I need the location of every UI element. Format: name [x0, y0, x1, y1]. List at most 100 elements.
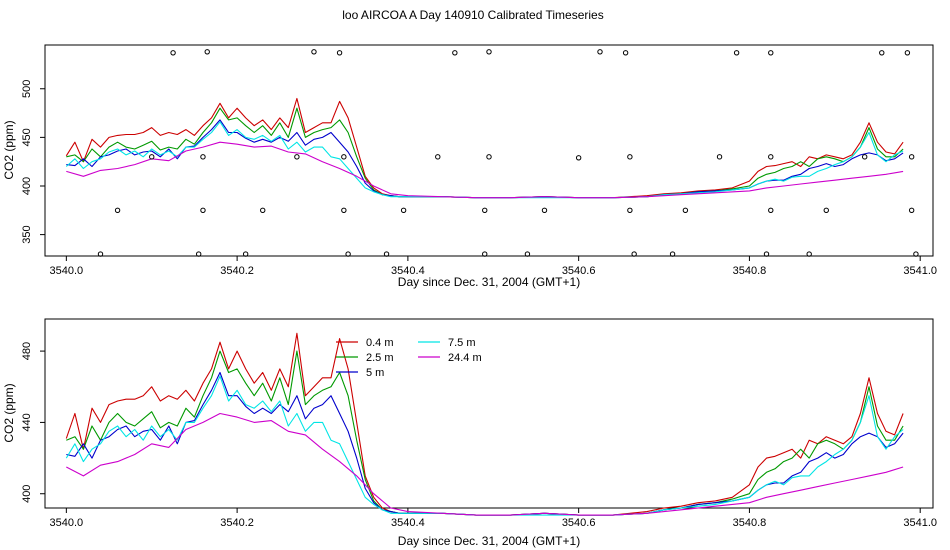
top-series-line-5-m: [66, 119, 904, 199]
scatter-point: [861, 154, 868, 160]
scatter-point: [149, 154, 155, 160]
bottom-series-line-5-m: [66, 371, 904, 516]
scatter-point: [768, 50, 774, 56]
legend-label: 2.5 m: [366, 352, 394, 364]
top-y-axis-label: CO2 (ppm): [2, 120, 16, 179]
scatter-point: [400, 207, 407, 213]
top-x-tick-label: 3540.6: [562, 265, 596, 277]
top-x-tick-label: 3541.0: [903, 265, 937, 277]
scatter-point: [294, 154, 300, 160]
scatter-point: [575, 155, 582, 161]
scatter-point: [97, 251, 104, 257]
scatter-point: [486, 154, 492, 160]
bottom-x-tick-label: 3540.6: [562, 517, 596, 529]
bottom-series-group: [65, 332, 904, 516]
bottom-y-tick-label: 480: [21, 342, 33, 360]
scatter-point: [170, 50, 176, 56]
bottom-series-line-2-5-m: [66, 350, 904, 516]
top-y-tick-label: 400: [21, 177, 33, 195]
top-series-group: [65, 97, 904, 199]
scatter-point: [806, 251, 812, 257]
bottom-series-line-7-5-m: [65, 375, 904, 516]
bottom-y-axis: 400 440 480: [21, 342, 45, 503]
top-series-line-2-5-m: [66, 107, 904, 199]
bottom-x-tick-label: 3540.4: [391, 517, 425, 529]
scatter-point: [336, 50, 343, 56]
top-y-axis: 350 400 450 500: [21, 80, 45, 244]
scatter-point: [482, 207, 488, 213]
scatter-point: [452, 50, 458, 56]
bottom-series-line-0-4-m: [65, 332, 904, 516]
scatter-point: [733, 50, 740, 56]
top-y-tick-label: 500: [21, 80, 33, 98]
top-x-tick-label: 3540.4: [391, 265, 425, 277]
scatter-point: [195, 251, 202, 257]
legend: 0.4 m 2.5 m 5 m 7.5 m 24.4 m: [336, 337, 482, 379]
scatter-point: [482, 251, 488, 257]
scatter-point: [627, 207, 633, 213]
bottom-series-line-24-4-m: [66, 412, 904, 516]
legend-label: 24.4 m: [448, 352, 482, 364]
bottom-x-tick-label: 3540.8: [733, 517, 767, 529]
top-series-line-0-4-m: [65, 97, 904, 199]
top-y-tick-label: 350: [21, 225, 33, 243]
bottom-panel: 400 440 480 3540.0 3540.2 3540.4 3540.6 3540.8…: [2, 318, 937, 548]
bottom-x-tick-label: 3541.0: [903, 517, 937, 529]
top-x-tick-label: 3540.8: [733, 265, 767, 277]
scatter-point: [631, 251, 637, 257]
scatter-point: [204, 49, 210, 55]
bottom-x-tick-label: 3540.2: [220, 517, 254, 529]
scatter-point: [383, 251, 390, 257]
scatter-point: [311, 49, 317, 55]
top-plot-frame: [44, 44, 934, 257]
scatter-point: [200, 154, 206, 160]
scatter-point: [823, 207, 829, 213]
top-x-tick-label: 3540.2: [220, 265, 254, 277]
scatter-point: [524, 251, 531, 257]
scatter-point: [435, 154, 441, 160]
scatter-point: [879, 50, 885, 56]
scatter-point: [242, 251, 249, 257]
scatter-point: [486, 49, 492, 55]
scatter-point: [260, 207, 266, 213]
scatter-point: [341, 207, 347, 213]
bottom-plot-frame: [44, 318, 934, 509]
scatter-point: [669, 251, 676, 257]
bottom-x-axis-label: Day since Dec. 31, 2004 (GMT+1): [398, 534, 580, 548]
scatter-point: [768, 154, 774, 160]
top-x-tick-label: 3540.0: [50, 265, 84, 277]
scatter-point: [763, 251, 770, 257]
top-series-line-24-4-m: [66, 141, 904, 199]
scatter-point: [908, 207, 915, 213]
scatter-point: [908, 154, 915, 160]
bottom-y-tick-label: 400: [21, 485, 33, 503]
top-y-tick-label: 450: [21, 128, 33, 146]
scatter-point: [345, 251, 351, 257]
scatter-point: [597, 49, 603, 55]
scatter-point: [913, 251, 919, 257]
scatter-point: [682, 207, 689, 213]
top-scatter-points: [97, 49, 919, 257]
scatter-point: [627, 154, 633, 160]
scatter-point: [541, 207, 548, 213]
top-x-axis: 3540.0 3540.2 3540.4 3540.6 3540.8 3541.0: [50, 256, 937, 277]
legend-label: 0.4 m: [366, 337, 394, 349]
bottom-x-axis: 3540.0 3540.2 3540.4 3540.6 3540.8 3541.0: [50, 508, 937, 529]
scatter-point: [904, 50, 911, 56]
scatter-point: [622, 50, 629, 56]
scatter-point: [768, 207, 774, 213]
chart-title: loo AIRCOA A Day 140910 Calibrated Times…: [342, 8, 603, 22]
bottom-y-tick-label: 440: [21, 413, 33, 431]
top-x-axis-label: Day since Dec. 31, 2004 (GMT+1): [398, 275, 580, 289]
legend-label: 7.5 m: [448, 337, 476, 349]
legend-label: 5 m: [366, 367, 384, 379]
scatter-point: [341, 154, 347, 160]
scatter-point: [200, 207, 206, 213]
bottom-x-tick-label: 3540.0: [50, 517, 84, 529]
bottom-y-axis-label: CO2 (ppm): [2, 383, 16, 442]
top-series-line-7-5-m: [65, 121, 904, 199]
scatter-point: [716, 154, 723, 160]
scatter-point: [114, 207, 121, 213]
